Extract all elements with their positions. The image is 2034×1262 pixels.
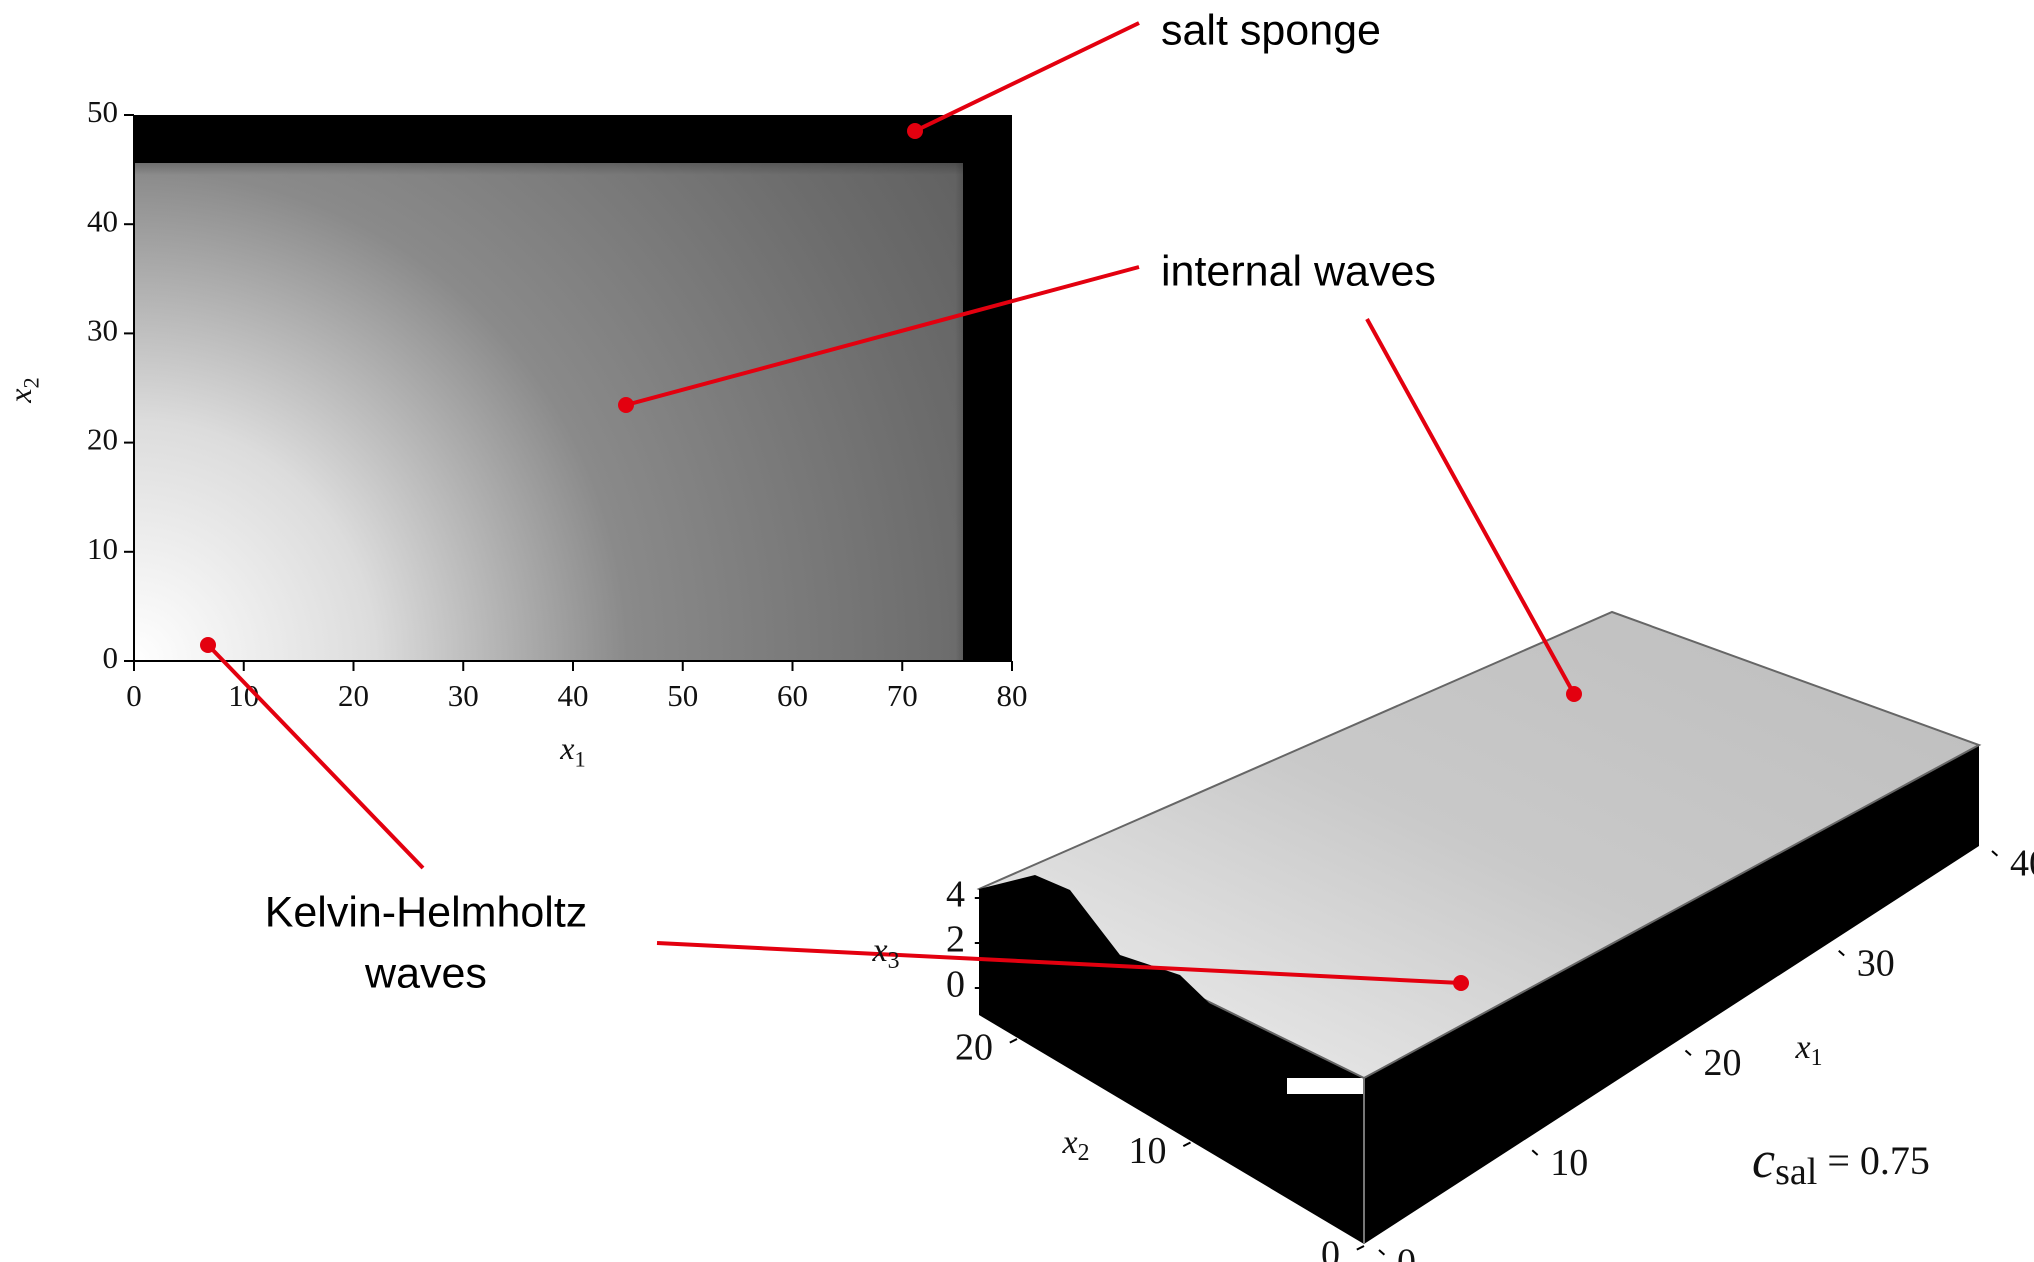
surface-dip [979, 875, 1287, 1080]
x-axis-label-subscript: 1 [575, 747, 586, 772]
tick-label-3d: 0 [946, 964, 965, 1006]
box-right-face [1364, 745, 1979, 1244]
annotation-line [206, 643, 425, 870]
tick-label-3d: 4 [946, 874, 965, 916]
tick-label-3d: 20 [1704, 1042, 1742, 1084]
y-tick-label: 50 [87, 94, 118, 129]
parameter-value: = 0.75 [1827, 1138, 1930, 1183]
annotation-dot [1566, 686, 1582, 702]
y-axis-label: x2 [2, 377, 43, 403]
x-tick-label: 0 [126, 678, 142, 713]
y-axis-label-subscript: 2 [19, 377, 44, 388]
y-tick-label: 0 [103, 640, 119, 675]
box-top-surface [976, 610, 1982, 1080]
annotation-dot [200, 637, 216, 653]
x-tick-label: 70 [887, 678, 918, 713]
x2-axis-label-3d-symbol: x [1062, 1124, 1078, 1161]
tick-3d [1356, 1245, 1365, 1251]
x1-axis-label-3d-subscript: 1 [1811, 1046, 1823, 1072]
sponge-top-core [134, 115, 1012, 163]
annotation: internal waves [1161, 247, 1436, 295]
x-tick-label: 50 [667, 678, 698, 713]
x2-axis-label-3d: x2 [1062, 1124, 1090, 1167]
tick-label-3d: 0 [1321, 1234, 1340, 1262]
annotation-dot [618, 397, 634, 413]
annotation: salt sponge [1161, 6, 1381, 54]
x3-axis-label-3d-symbol: x [872, 932, 888, 969]
x-axis-label: x1 [559, 730, 585, 771]
annotation-line [914, 21, 1140, 133]
tick-label-3d: 40 [2010, 843, 2034, 885]
box-edge [1287, 1078, 1364, 1094]
parameter-symbol: c [1752, 1132, 1775, 1189]
tick-3d [1838, 950, 1845, 957]
tick-3d [1378, 1249, 1386, 1256]
annotation: Kelvin-Helmholtz [265, 888, 588, 936]
x3-axis-label-3d-subscript: 3 [888, 949, 900, 975]
tick-3d [1684, 1049, 1692, 1057]
annotation-dot [907, 123, 923, 139]
x-axis-label-symbol: x [559, 730, 574, 766]
y-tick-label: 20 [87, 422, 118, 457]
x-tick-label: 80 [997, 678, 1028, 713]
parameter-label: csal = 0.75 [1752, 1132, 1930, 1193]
heatmap-panel [134, 115, 1012, 661]
tick-label-3d: 2 [946, 919, 965, 961]
x1-axis-label-3d: x1 [1795, 1029, 1823, 1072]
parameter-subscript: sal [1775, 1151, 1817, 1193]
y-tick-label: 40 [87, 203, 118, 238]
tick-label-3d: 10 [1550, 1142, 1588, 1184]
tick-3d [1991, 850, 1999, 857]
tick-label-3d: 20 [955, 1027, 993, 1069]
x1-axis-label-3d-symbol: x [1795, 1029, 1811, 1066]
x2-axis-label-3d-subscript: 2 [1078, 1141, 1090, 1167]
tick-label-3d: 10 [1129, 1130, 1167, 1172]
annotation-dot [1453, 975, 1469, 991]
tick-3d [1182, 1141, 1191, 1147]
x-tick-label: 20 [338, 678, 369, 713]
tick-label-3d: 0 [1397, 1242, 1416, 1262]
annotation: waves [364, 949, 487, 997]
heatmap-image [134, 115, 1012, 661]
sponge-right-core [963, 115, 1012, 661]
tick-label-3d: 30 [1857, 942, 1895, 984]
tick-3d [1531, 1149, 1539, 1156]
x-tick-label: 30 [448, 678, 479, 713]
box-panel [976, 610, 1982, 1244]
x-tick-label: 40 [558, 678, 589, 713]
y-tick-label: 10 [87, 531, 118, 566]
annotation-line [1365, 318, 1576, 695]
annotation-line [656, 941, 1462, 985]
tick-3d [1009, 1038, 1018, 1044]
y-axis-label-symbol: x [2, 389, 38, 404]
x-tick-label: 60 [777, 678, 808, 713]
y-tick-label: 30 [87, 313, 118, 348]
annotation-line [625, 265, 1140, 407]
x3-axis-label-3d: x3 [872, 932, 900, 975]
